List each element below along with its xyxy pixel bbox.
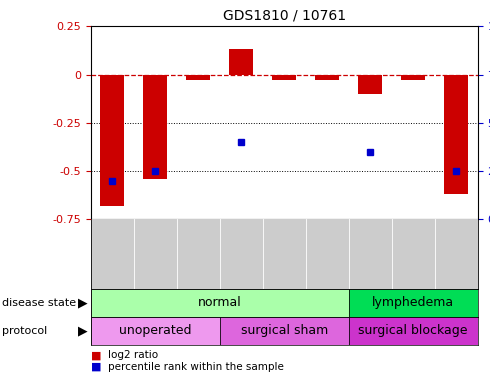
Bar [144,75,167,179]
Text: ▶: ▶ [78,324,88,338]
Bar [100,75,124,206]
Bar [358,75,382,94]
Bar [349,289,478,317]
Title: GDS1810 / 10761: GDS1810 / 10761 [222,8,346,22]
Text: surgical sham: surgical sham [241,324,328,338]
Bar [401,75,425,80]
Text: normal: normal [198,296,242,309]
Bar [91,317,220,345]
Text: disease state: disease state [2,298,76,308]
Text: log2 ratio: log2 ratio [108,351,158,360]
Text: surgical blockage: surgical blockage [359,324,468,338]
Text: unoperated: unoperated [119,324,192,338]
Text: ■: ■ [91,362,101,372]
Text: protocol: protocol [2,326,48,336]
Text: percentile rank within the sample: percentile rank within the sample [108,362,284,372]
Bar [316,75,339,80]
Bar [229,50,253,75]
Bar [272,75,296,80]
Bar [220,317,349,345]
Text: lymphedema: lymphedema [372,296,454,309]
Bar [349,317,478,345]
Text: ■: ■ [91,351,101,360]
Bar [444,75,468,194]
Bar [186,75,210,80]
Bar [91,289,349,317]
Text: ▶: ▶ [78,296,88,309]
